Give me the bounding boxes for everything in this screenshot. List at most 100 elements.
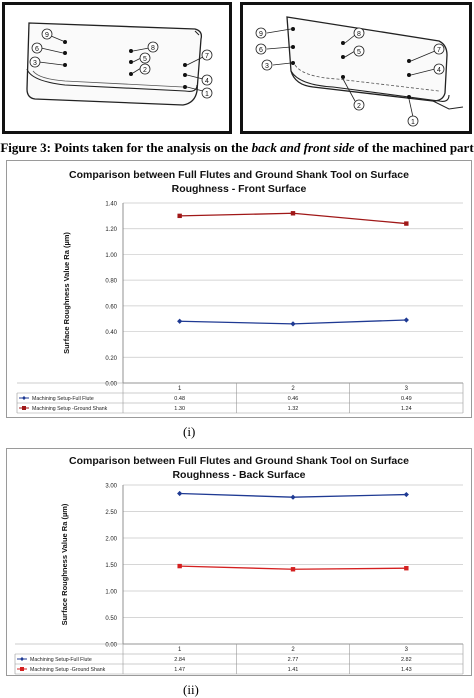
legend-marker — [20, 657, 24, 661]
y-tick-label: 1.40 — [105, 202, 117, 208]
point-label-circle — [201, 87, 213, 99]
caption-suffix: of the machined part — [354, 140, 474, 155]
data-table-value: 2.84 — [174, 657, 185, 663]
data-point — [403, 491, 409, 498]
data-table-value: 2.77 — [288, 657, 299, 663]
point-label-circle — [353, 99, 365, 111]
point-label-circle — [433, 43, 445, 55]
data-point — [403, 317, 409, 323]
point-label: 7 — [437, 47, 441, 54]
figure-front-side-drawing: 9 6 3 8 5 7 4 2 1 — [240, 2, 472, 134]
y-tick-label: 0.80 — [105, 279, 117, 285]
y-tick-label: 1.20 — [105, 227, 117, 233]
point-label: 6 — [259, 47, 263, 54]
caption-emphasis: back and front side — [251, 140, 355, 155]
chart-title-line2: Roughness - Front Surface — [171, 183, 307, 195]
point-label: 5 — [357, 49, 361, 56]
point-label: 3 — [33, 60, 37, 67]
y-tick-label: 0.00 — [105, 643, 117, 649]
y-tick-label: 0.50 — [105, 616, 117, 622]
legend-marker — [20, 667, 24, 671]
point-label-circle — [147, 41, 159, 53]
data-table-value: 0.49 — [401, 396, 412, 402]
x-tick-label: 2 — [291, 647, 295, 653]
point-label-circle — [255, 27, 267, 39]
y-axis-label: Surface Roughness Value Ra (µm) — [62, 232, 71, 354]
legend-entry: Machining Setup -Ground Shank — [30, 667, 106, 673]
point-label-circle — [201, 49, 213, 61]
data-table-value: 1.24 — [401, 406, 412, 412]
x-tick-label: 2 — [291, 386, 295, 392]
x-tick-label: 3 — [405, 647, 409, 653]
chart-title: Comparison between Full Flutes and Groun… — [7, 168, 471, 196]
point-label: 9 — [259, 31, 263, 38]
data-table-value: 0.46 — [288, 396, 299, 402]
y-tick-label: 2.50 — [105, 510, 117, 516]
point-label-circle — [139, 52, 151, 64]
point-label: 7 — [205, 53, 209, 60]
data-point — [290, 321, 296, 327]
point-label: 1 — [205, 91, 209, 98]
point-label: 1 — [411, 119, 415, 126]
data-point — [290, 494, 296, 500]
legend-marker — [22, 396, 26, 400]
point-label: 4 — [205, 78, 209, 85]
chart-back-surface: Comparison between Full Flutes and Groun… — [6, 448, 472, 676]
legend-entry: Machining Setup-Full Flute — [32, 396, 94, 402]
sub-caption-ii: (ii) — [183, 682, 199, 697]
chart-title: Comparison between Full Flutes and Groun… — [7, 454, 471, 482]
chart-front-surface: Comparison between Full Flutes and Groun… — [6, 160, 472, 418]
point-label: 4 — [437, 67, 441, 74]
point-label-circle — [201, 74, 213, 86]
point-label: 6 — [35, 46, 39, 53]
y-tick-label: 0.40 — [105, 330, 117, 336]
data-point — [290, 211, 296, 216]
data-table-value: 0.48 — [174, 396, 185, 402]
back-side-part-drawing: 96 3 85 2 7 4 1 — [26, 22, 213, 106]
y-tick-label: 3.00 — [105, 484, 117, 490]
data-table-value: 1.32 — [288, 406, 299, 412]
y-tick-label: 1.00 — [105, 253, 117, 259]
data-point — [177, 213, 182, 219]
point-label: 9 — [45, 32, 49, 39]
point-label: 2 — [357, 103, 361, 110]
chart-front-plot: 0.00 0.20 0.40 0.60 0.80 1.00 1.20 1.40 Surface … — [16, 202, 464, 414]
data-table-value: 2.82 — [401, 657, 412, 663]
data-point — [177, 563, 182, 569]
sub-caption-i: (i) — [183, 424, 196, 439]
point-label-circle — [255, 43, 267, 55]
chart-back-plot: 0.00 0.50 1.00 1.50 2.00 2.50 3.00 Surface Roug… — [14, 484, 464, 675]
data-table-value: 1.43 — [401, 667, 412, 673]
y-tick-label: 0.60 — [105, 304, 117, 310]
caption-prefix: Figure 3: Points taken for the analysis … — [0, 140, 252, 155]
point-label: 3 — [265, 63, 269, 70]
point-label: 2 — [143, 67, 147, 74]
x-tick-label: 3 — [405, 386, 409, 392]
y-axis-label: Surface Roughness Value Ra (µm) — [60, 503, 69, 625]
point-label-circle — [31, 42, 43, 54]
y-tick-label: 1.50 — [105, 563, 117, 569]
point-label-circle — [407, 115, 419, 127]
chart-title-line1: Comparison between Full Flutes and Groun… — [69, 169, 409, 181]
data-table-value: 1.30 — [174, 406, 185, 412]
data-point — [177, 490, 183, 497]
y-tick-label: 2.00 — [105, 537, 117, 543]
point-label-circle — [261, 59, 273, 71]
point-label-circle — [353, 45, 365, 57]
y-tick-label: 1.00 — [105, 590, 117, 596]
data-table-value: 1.47 — [174, 667, 185, 673]
point-label-circle — [41, 28, 53, 40]
data-point — [177, 318, 183, 324]
x-tick-label: 1 — [178, 647, 182, 653]
data-table-value: 1.41 — [288, 667, 299, 673]
point-label-circle — [139, 63, 151, 75]
front-side-part-drawing: 9 6 3 8 5 7 4 2 1 — [255, 16, 464, 127]
point-label: 8 — [151, 45, 155, 52]
point-label-circle — [433, 63, 445, 75]
point-label: 5 — [143, 56, 147, 63]
legend-entry: Machining Setup -Ground Shank — [32, 406, 108, 412]
figure-caption: Figure 3: Points taken for the analysis … — [0, 140, 474, 156]
y-tick-label: 0.00 — [105, 382, 117, 388]
data-point — [290, 567, 296, 572]
